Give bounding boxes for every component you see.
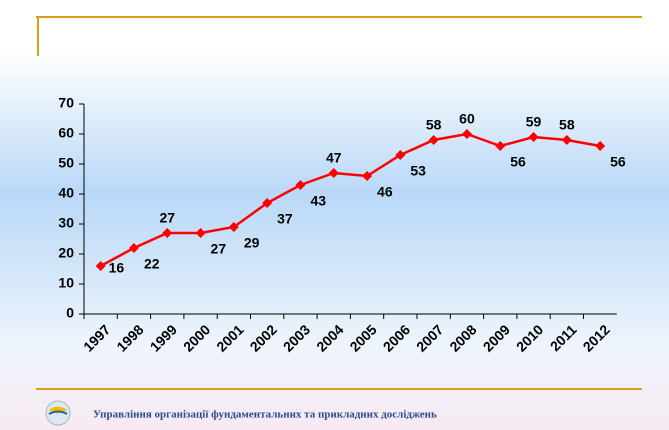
data-marker: [95, 261, 106, 271]
y-tick-label: 60: [58, 125, 74, 141]
y-tick-label: 70: [58, 95, 74, 111]
data-marker: [162, 228, 173, 238]
y-tick-label: 40: [58, 185, 74, 201]
data-marker: [461, 129, 472, 139]
data-label: 53: [410, 163, 426, 179]
data-label: 43: [310, 193, 326, 209]
data-label: 27: [159, 210, 175, 226]
data-marker: [528, 132, 539, 142]
data-label: 22: [144, 256, 160, 272]
data-label: 60: [459, 111, 475, 127]
data-marker: [262, 198, 273, 208]
data-marker: [428, 135, 439, 145]
data-line: [100, 132, 601, 268]
data-marker: [395, 150, 406, 160]
data-marker: [328, 168, 339, 178]
data-label: 58: [559, 117, 575, 133]
data-marker: [362, 171, 373, 181]
data-marker: [228, 222, 239, 232]
y-tick-label: 10: [58, 275, 74, 291]
data-label: 47: [326, 150, 342, 166]
data-label: 29: [244, 235, 260, 251]
data-label: 56: [510, 154, 526, 170]
y-tick-label: 30: [58, 215, 74, 231]
data-marker: [595, 141, 606, 151]
y-tick-label: 20: [58, 245, 74, 261]
data-marker: [295, 180, 306, 190]
data-label: 27: [211, 241, 227, 257]
data-marker: [495, 141, 506, 151]
y-tick-label: 50: [58, 155, 74, 171]
data-label: 59: [526, 114, 542, 130]
data-label: 58: [426, 117, 442, 133]
data-marker: [561, 135, 572, 145]
data-label: 16: [109, 260, 125, 276]
data-marker: [128, 243, 139, 253]
data-marker: [195, 228, 206, 238]
y-tick-label: 0: [66, 305, 74, 321]
logo: [45, 400, 71, 426]
data-label: 37: [277, 211, 293, 227]
footer-text: Управління організації фундаментальних т…: [93, 409, 437, 421]
data-label: 56: [610, 154, 626, 170]
data-label: 46: [377, 184, 393, 200]
